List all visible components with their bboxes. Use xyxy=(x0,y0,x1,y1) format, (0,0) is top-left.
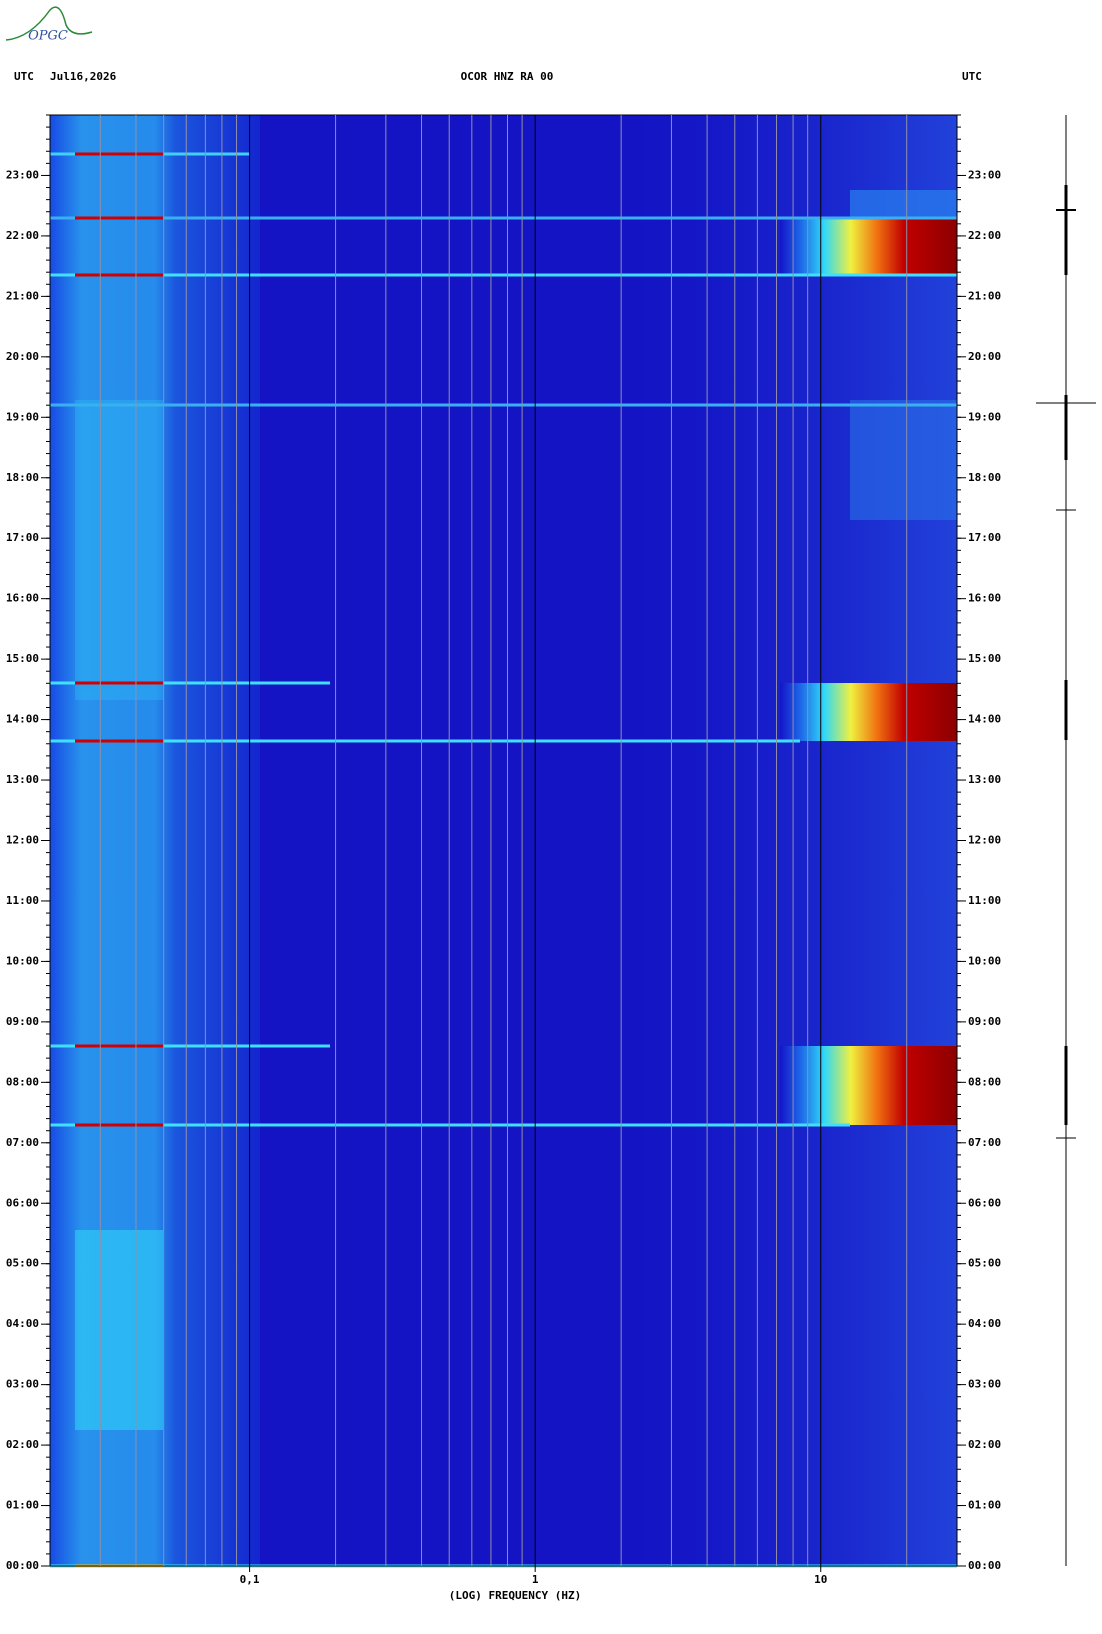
y-tick-label: 03:00 xyxy=(6,1378,39,1391)
spectrogram-image xyxy=(50,115,957,1568)
y-tick-label-right: 22:00 xyxy=(968,229,1001,242)
y-tick-label-right: 05:00 xyxy=(968,1257,1001,1270)
x-tick-label: 1 xyxy=(532,1573,539,1586)
y-tick-label: 15:00 xyxy=(6,652,39,665)
date: Jul16,2026 xyxy=(50,70,117,83)
y-tick-label: 17:00 xyxy=(6,531,39,544)
seismogram-trace xyxy=(1036,115,1096,1566)
y-tick-label: 00:00 xyxy=(6,1559,39,1572)
y-tick-label: 20:00 xyxy=(6,350,39,363)
y-tick-label-right: 03:00 xyxy=(968,1378,1001,1391)
y-tick-label-right: 15:00 xyxy=(968,652,1001,665)
y-tick-label: 19:00 xyxy=(6,410,39,423)
y-tick-label-right: 18:00 xyxy=(968,471,1001,484)
y-tick-label: 22:00 xyxy=(6,229,39,242)
y-tick-label: 01:00 xyxy=(6,1499,39,1512)
y-tick-label-right: 19:00 xyxy=(968,410,1001,423)
y-tick-label-right: 17:00 xyxy=(968,531,1001,544)
y-tick-label-right: 23:00 xyxy=(968,168,1001,181)
y-tick-label-right: 06:00 xyxy=(968,1196,1001,1209)
y-tick-label-right: 14:00 xyxy=(968,713,1001,726)
x-tick-label: 0,1 xyxy=(240,1573,260,1586)
y-tick-label: 13:00 xyxy=(6,773,39,786)
y-tick-label-right: 20:00 xyxy=(968,350,1001,363)
y-tick-label: 02:00 xyxy=(6,1438,39,1451)
y-tick-label-right: 21:00 xyxy=(968,289,1001,302)
y-tick-label-right: 02:00 xyxy=(968,1438,1001,1451)
y-tick-label-right: 04:00 xyxy=(968,1317,1001,1330)
y-tick-label-right: 00:00 xyxy=(968,1559,1001,1572)
y-tick-label: 23:00 xyxy=(6,168,39,181)
y-tick-label-right: 10:00 xyxy=(968,954,1001,967)
y-tick-label-right: 09:00 xyxy=(968,1015,1001,1028)
y-tick-label: 05:00 xyxy=(6,1257,39,1270)
y-tick-label-right: 12:00 xyxy=(968,834,1001,847)
y-tick-label-right: 13:00 xyxy=(968,773,1001,786)
y-tick-label: 09:00 xyxy=(6,1015,39,1028)
logo: OPGC xyxy=(5,6,93,44)
x-tick-label: 10 xyxy=(814,1573,827,1586)
y-tick-label-right: 01:00 xyxy=(968,1499,1001,1512)
y-tick-label: 08:00 xyxy=(6,1075,39,1088)
y-tick-label-right: 16:00 xyxy=(968,592,1001,605)
y-tick-label-right: 11:00 xyxy=(968,894,1001,907)
y-tick-label: 16:00 xyxy=(6,592,39,605)
y-tick-label: 14:00 xyxy=(6,713,39,726)
chart-title: OCOR HNZ RA 00 xyxy=(461,70,554,83)
y-tick-label: 10:00 xyxy=(6,954,39,967)
x-axis-label: (LOG) FREQUENCY (HZ) xyxy=(449,1589,581,1602)
y-tick-label-right: 08:00 xyxy=(968,1075,1001,1088)
y-tick-label: 04:00 xyxy=(6,1317,39,1330)
y-tick-label: 11:00 xyxy=(6,894,39,907)
timezone-label-right: UTC xyxy=(962,70,982,83)
y-tick-label: 21:00 xyxy=(6,289,39,302)
timezone-label: UTC xyxy=(14,70,34,83)
y-tick-label-right: 07:00 xyxy=(968,1136,1001,1149)
y-tick-label: 12:00 xyxy=(6,834,39,847)
logo-text: OPGC xyxy=(28,29,68,44)
y-tick-label: 06:00 xyxy=(6,1196,39,1209)
y-tick-label: 18:00 xyxy=(6,471,39,484)
y-tick-label: 07:00 xyxy=(6,1136,39,1149)
